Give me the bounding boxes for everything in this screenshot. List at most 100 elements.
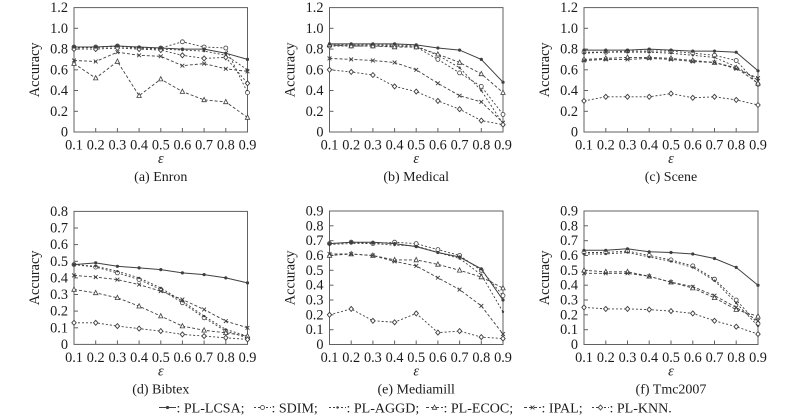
svg-text:0.4: 0.4: [560, 278, 578, 294]
svg-text:0.5: 0.5: [407, 350, 425, 366]
svg-text:0.8: 0.8: [306, 42, 324, 58]
svg-text:(e) Mediamill: (e) Mediamill: [378, 383, 455, 398]
svg-text:0: 0: [571, 125, 578, 141]
svg-text:1.2: 1.2: [306, 0, 324, 16]
svg-text:0.5: 0.5: [152, 350, 170, 366]
svg-text:1.0: 1.0: [306, 21, 324, 37]
svg-text:ε: ε: [158, 151, 164, 167]
svg-text:0.4: 0.4: [640, 138, 658, 154]
svg-text:0.6: 0.6: [560, 248, 578, 264]
svg-text:0.2: 0.2: [50, 304, 68, 320]
svg-text:0.1: 0.1: [50, 320, 68, 336]
svg-text:0.2: 0.2: [87, 350, 105, 366]
svg-text:0.5: 0.5: [152, 138, 170, 154]
svg-text:(c) Scene: (c) Scene: [645, 170, 697, 185]
svg-text:0.2: 0.2: [342, 138, 360, 154]
svg-text:0.5: 0.5: [560, 263, 578, 279]
svg-text:0.2: 0.2: [342, 350, 360, 366]
svg-text:0: 0: [61, 337, 68, 353]
svg-text:ε: ε: [158, 363, 164, 379]
svg-text:0.8: 0.8: [472, 138, 490, 154]
svg-text:0.4: 0.4: [130, 350, 148, 366]
svg-text:0.9: 0.9: [749, 138, 767, 154]
svg-text:0.8: 0.8: [560, 42, 578, 58]
svg-text:0.9: 0.9: [494, 350, 512, 366]
svg-text:0.8: 0.8: [727, 350, 745, 366]
svg-text:0.8: 0.8: [472, 350, 490, 366]
svg-text:1.0: 1.0: [50, 21, 68, 37]
svg-text:0.9: 0.9: [239, 350, 257, 366]
svg-text:0.1: 0.1: [575, 350, 593, 366]
svg-text:ε: ε: [413, 151, 419, 167]
svg-text:0.1: 0.1: [560, 322, 578, 338]
svg-text:0: 0: [316, 125, 323, 141]
svg-text:0.1: 0.1: [65, 350, 83, 366]
svg-text:0.7: 0.7: [451, 138, 469, 154]
svg-text:0.9: 0.9: [494, 138, 512, 154]
svg-text:0.8: 0.8: [217, 350, 235, 366]
svg-text:: PL-KNN.: : PL-KNN.: [610, 401, 672, 416]
svg-text:0.4: 0.4: [306, 278, 324, 294]
svg-text:0.4: 0.4: [640, 350, 658, 366]
svg-text:0.3: 0.3: [619, 350, 637, 366]
svg-text:0.4: 0.4: [386, 350, 404, 366]
svg-text:: PL-LCSA;: : PL-LCSA;: [177, 401, 245, 416]
svg-text:0.7: 0.7: [50, 221, 68, 237]
svg-text:0.1: 0.1: [321, 138, 339, 154]
svg-text:0.8: 0.8: [306, 218, 324, 234]
svg-text:(b) Medical: (b) Medical: [383, 170, 449, 185]
svg-text:ε: ε: [668, 364, 674, 380]
svg-text:0.4: 0.4: [50, 83, 68, 99]
svg-text:0.9: 0.9: [306, 204, 324, 220]
svg-text:0.3: 0.3: [619, 138, 637, 154]
svg-text:0: 0: [571, 337, 578, 353]
svg-text:0.3: 0.3: [108, 350, 126, 366]
svg-text:0.5: 0.5: [662, 138, 680, 154]
svg-text:0.6: 0.6: [173, 138, 191, 154]
svg-text:0.5: 0.5: [407, 138, 425, 154]
svg-text:Accuracy: Accuracy: [283, 42, 299, 98]
svg-text:0.6: 0.6: [50, 237, 68, 253]
svg-text:(d) Bibtex: (d) Bibtex: [132, 382, 189, 397]
svg-text:(f) Tmc2007: (f) Tmc2007: [636, 383, 707, 398]
svg-text:ε: ε: [413, 364, 419, 380]
svg-text:0.3: 0.3: [108, 138, 126, 154]
svg-text:0.4: 0.4: [130, 138, 148, 154]
svg-text:0.1: 0.1: [575, 138, 593, 154]
svg-text:0.2: 0.2: [560, 307, 578, 323]
svg-text:0.8: 0.8: [50, 204, 68, 220]
svg-text:0.1: 0.1: [321, 350, 339, 366]
svg-text:ε: ε: [668, 151, 674, 167]
svg-text:: IPAL;: : IPAL;: [542, 401, 583, 416]
svg-text:0.6: 0.6: [684, 138, 702, 154]
svg-text:Accuracy: Accuracy: [537, 42, 553, 98]
svg-text:0.7: 0.7: [306, 233, 324, 249]
svg-text:: PL-ECOC;: : PL-ECOC;: [444, 401, 514, 416]
svg-text:0.4: 0.4: [560, 83, 578, 99]
svg-text:: PL-AGGD;: : PL-AGGD;: [347, 401, 420, 416]
svg-text:0.3: 0.3: [364, 138, 382, 154]
svg-text:0.6: 0.6: [306, 248, 324, 264]
svg-text:0.8: 0.8: [50, 42, 68, 58]
svg-text:0.7: 0.7: [706, 350, 724, 366]
svg-text:0.5: 0.5: [50, 254, 68, 270]
svg-text:0: 0: [316, 337, 323, 353]
svg-text:0.3: 0.3: [560, 293, 578, 309]
svg-text:0.3: 0.3: [364, 350, 382, 366]
svg-text:0.8: 0.8: [217, 138, 235, 154]
svg-text:0.6: 0.6: [173, 350, 191, 366]
svg-text:0.8: 0.8: [560, 218, 578, 234]
svg-text:0.2: 0.2: [50, 104, 68, 120]
svg-text:0.2: 0.2: [597, 350, 615, 366]
svg-text:0.6: 0.6: [429, 138, 447, 154]
svg-text:0.1: 0.1: [65, 138, 83, 154]
svg-text:0.4: 0.4: [306, 83, 324, 99]
svg-text:0.8: 0.8: [727, 138, 745, 154]
svg-text:0.7: 0.7: [560, 233, 578, 249]
svg-text:0.9: 0.9: [239, 138, 257, 154]
svg-text:0.2: 0.2: [306, 104, 324, 120]
svg-text:0.6: 0.6: [429, 350, 447, 366]
svg-text:0.7: 0.7: [706, 138, 724, 154]
svg-text:0.6: 0.6: [684, 350, 702, 366]
svg-text:0.2: 0.2: [560, 104, 578, 120]
